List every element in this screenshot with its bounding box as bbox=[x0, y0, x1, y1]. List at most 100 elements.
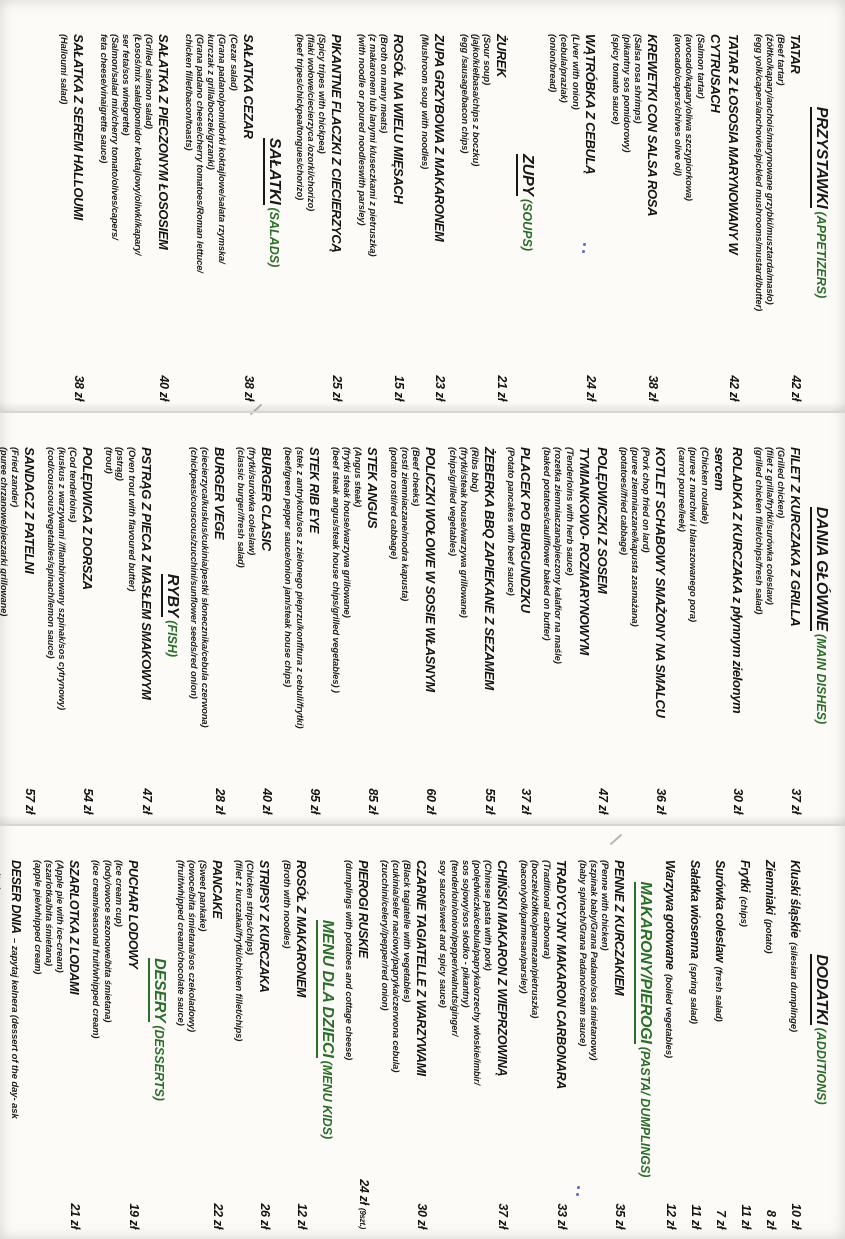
price-value: 37 zł bbox=[519, 788, 534, 814]
item-description: (pstrąg) bbox=[115, 447, 126, 481]
item-name: CZARNE TAGIATELLE Z WARZYWAMI bbox=[414, 860, 429, 1076]
item-name: PLACEK PO BURGUNDZKU bbox=[518, 447, 534, 613]
item-name-row: ŻEBERKA BBQ ZAPIEKANE Z SEZAMEM bbox=[480, 447, 498, 784]
item-description: sos sojowy/sos słodko - pikantny) bbox=[460, 860, 471, 1008]
item-price: 47 zł bbox=[140, 788, 154, 814]
item-description: (puree z marchwi i blanszowanego pora) bbox=[688, 447, 699, 622]
item-name-row: PENNE Z KURCZAKIEM bbox=[610, 860, 628, 1199]
item-price: 37 zł bbox=[496, 1203, 510, 1229]
item-description: (dumplings with potatoes and cottage che… bbox=[343, 860, 354, 1061]
price-value: 22 zł bbox=[211, 1203, 226, 1229]
price-value: 35 zł bbox=[613, 1203, 627, 1229]
menu-item: TATAR (Beef tartar) (żółtko/kapary/anchois… bbox=[753, 34, 804, 401]
item-name-row: POLICZKI WOŁOWE W SOSIE WŁASNYM bbox=[422, 447, 440, 784]
price-value: 38 zł bbox=[646, 375, 661, 401]
item-description: (Salmon/salad mix/cherry tomato/olives/c… bbox=[110, 34, 121, 240]
section-header: RYBY (FISH) bbox=[160, 447, 181, 784]
item-name-row: POLĘDWICZKI Z SOSEM bbox=[593, 447, 611, 784]
item-description: (beef tripes/chickpea/tongues/chorizo) bbox=[294, 34, 305, 201]
item-description: (Angus steak) bbox=[353, 447, 364, 508]
item-description: (avocado/kapary/oliwa szczypiorkowa) bbox=[684, 34, 695, 201]
item-description: (cebula/praziak) bbox=[559, 34, 570, 103]
price-value: 12 zł bbox=[294, 1203, 309, 1229]
item-description: (baked potatoes/cauliflower baked on but… bbox=[542, 447, 553, 641]
section-header: DANIA GŁÓWNE (MAIN DISHES) bbox=[810, 447, 830, 784]
price-value: 38 zł bbox=[72, 375, 86, 401]
menu-item: Frytki (chips) 11 zł bbox=[736, 860, 754, 1229]
item-price: 40 zł bbox=[260, 788, 274, 814]
price-value: 12 zł bbox=[664, 1203, 678, 1229]
section-header: ZUPY (SOUPS) bbox=[516, 34, 537, 371]
item-description: (beef steak angus/steak house chips/gril… bbox=[330, 447, 341, 693]
item-description: (pikantny sos pomidorowy) bbox=[621, 34, 632, 153]
item-price: 36 zł bbox=[654, 788, 668, 814]
item-name: TATAR bbox=[788, 34, 803, 74]
item-name-row: ROSÓŁ Z MAKARONEM bbox=[292, 860, 310, 1199]
menu-item: BURGER CLASIC (frytki/surówka coleslaw) (c… bbox=[235, 447, 275, 814]
item-name: STRIPSY Z KURCZAKA bbox=[257, 860, 272, 993]
item-inline-description: (fresh salad) bbox=[713, 966, 724, 1022]
item-description: (cukinia/seler naciowy/papryka/czerwona … bbox=[391, 860, 402, 1073]
item-description: (jajko/kiełbasa/chips z boczku) bbox=[470, 34, 481, 167]
item-name-row: ROSÓŁ NA WIELU MIĘSACH bbox=[390, 34, 408, 371]
item-name: SZARLOTKA Z LODAMI bbox=[67, 860, 82, 995]
item-description: (Chinese pasta with pork) bbox=[483, 860, 494, 971]
price-value: 30 zł bbox=[415, 1203, 430, 1229]
section-title: RYBY bbox=[160, 573, 181, 618]
item-price: 7 zł bbox=[714, 1210, 728, 1229]
price-value: 11 zł bbox=[739, 1204, 753, 1229]
item-description: (classic burger//fresh salad) bbox=[236, 447, 247, 568]
item-name-line2: TYMIANKOWO- ROZMARYNOWYM bbox=[576, 447, 592, 656]
item-name-row: POLĘDWICA Z DORSZA bbox=[78, 447, 96, 784]
item-inline-description: (spring salad) bbox=[688, 963, 699, 1024]
item-description: (żółtko/kapary/anchois/marynowane grzybk… bbox=[764, 34, 775, 305]
price-value: 54 zł bbox=[81, 788, 96, 814]
section-subtitle: (FISH) bbox=[164, 620, 179, 658]
item-description: (Grilled salmon salad) bbox=[143, 34, 154, 129]
item-name: ŻUREK bbox=[494, 34, 510, 78]
item-description: (Tenderloins with herb sauce) bbox=[564, 447, 575, 576]
price-value: 42 zł bbox=[726, 375, 741, 401]
price-value: 40 zł bbox=[156, 375, 171, 401]
item-description: kurczak z grilla/boczek/grzanki) bbox=[206, 34, 217, 170]
item-price: 23 zł bbox=[433, 375, 447, 401]
item-description: (szarlotka/bita śmietana) bbox=[44, 860, 55, 966]
item-description: (Broth on many meats) bbox=[379, 34, 390, 134]
item-description: (Chicken strips/chips) bbox=[245, 860, 256, 955]
item-name-row: Frytki (chips) bbox=[736, 860, 754, 1199]
item-price: 30 zł bbox=[415, 1203, 429, 1229]
item-price: 38 zł bbox=[72, 375, 86, 401]
item-name: PIEROGI RUSKIE bbox=[355, 860, 370, 958]
menu-item: CZARNE TAGIATELLE Z WARZYWAMI (Black tagi… bbox=[379, 860, 430, 1229]
item-description: chicken fillet/bacon/toasts) bbox=[183, 34, 194, 151]
section-header: DODATKI (ADDITIONS) bbox=[810, 860, 830, 1199]
item-name: Kluski śląskie bbox=[788, 860, 802, 938]
price-value: 21 zł bbox=[495, 375, 510, 401]
item-name-row: Kluski śląskie (silesian dumplinge) bbox=[786, 860, 804, 1199]
item-description: (polędwiczka/cebula/papryka/orzechy włos… bbox=[471, 860, 482, 1085]
item-name-row: PLACEK PO BURGUNDZKU bbox=[516, 447, 534, 784]
price-value: 37 zł bbox=[789, 788, 803, 814]
item-name: SAŁATKA CEZAR bbox=[240, 34, 256, 139]
item-price: 30 zł bbox=[731, 788, 745, 814]
section-header: SAŁATKI (SALADS) bbox=[262, 34, 283, 371]
item-description: (Beef cheeks) bbox=[411, 447, 422, 507]
section-header: MENU DLA DZIECI (MENU KIDS) bbox=[315, 860, 336, 1199]
item-description: (Grana padano cheese/cherry tomatoes/Rom… bbox=[195, 34, 206, 273]
item-description: (chips/grilled vegetables) bbox=[447, 447, 458, 556]
item-price: 24 zł (9szt.) bbox=[357, 1179, 371, 1229]
item-description: (Black tagiatelle with vegetables) bbox=[402, 860, 413, 1003]
item-price: 19 zł bbox=[127, 1203, 141, 1229]
menu-item: SAŁATKA Z PIECZONYM ŁOSOSIEM (Grilled sal… bbox=[98, 34, 172, 401]
menu-item: KREWETKI CON SALSA ROSA (Salsa rosa shrim… bbox=[610, 34, 661, 401]
section-title: DANIA GŁÓWNE bbox=[810, 506, 830, 631]
item-description: (Łosoś/mix sałat/pomidor koktajlowy/oliw… bbox=[132, 34, 143, 256]
item-price: 25 zł bbox=[330, 375, 344, 401]
menu-item: Ziemniaki (potato) 8 zł bbox=[761, 860, 779, 1229]
item-name: POLĘDWICA Z DORSZA bbox=[80, 447, 96, 590]
section-subtitle: (DESSERTS) bbox=[151, 1025, 166, 1101]
item-description: (apple pie/whipped cream) bbox=[32, 860, 43, 975]
item-description: (Liver with onion) bbox=[570, 34, 581, 110]
item-name-row: KOTLET SCHABOWY SMAŻONY NA SMALCU bbox=[651, 447, 669, 784]
